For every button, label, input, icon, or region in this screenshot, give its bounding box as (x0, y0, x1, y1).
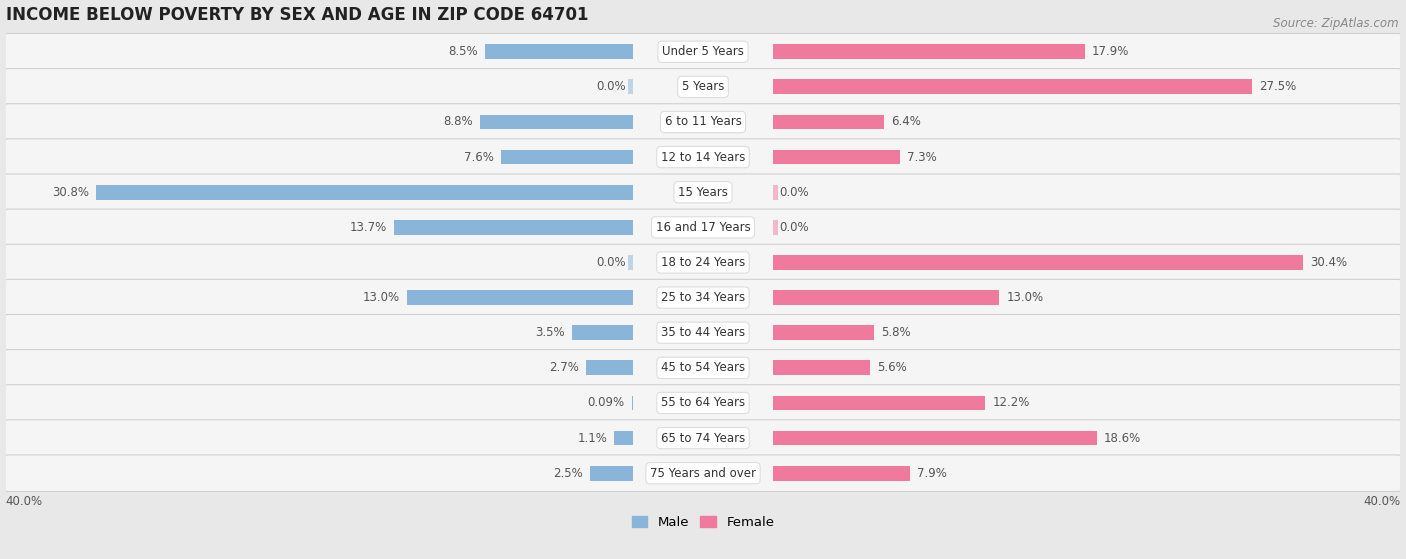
FancyBboxPatch shape (4, 455, 1402, 491)
Legend: Male, Female: Male, Female (626, 510, 780, 534)
Text: 13.0%: 13.0% (363, 291, 399, 304)
Text: 1.1%: 1.1% (578, 432, 607, 444)
Text: 45 to 54 Years: 45 to 54 Years (661, 361, 745, 375)
Text: 65 to 74 Years: 65 to 74 Years (661, 432, 745, 444)
Text: Source: ZipAtlas.com: Source: ZipAtlas.com (1274, 17, 1399, 30)
Bar (631, 396, 633, 410)
Text: 30.8%: 30.8% (52, 186, 89, 199)
Bar (773, 185, 778, 200)
Text: 6 to 11 Years: 6 to 11 Years (665, 116, 741, 129)
Text: 12.2%: 12.2% (993, 396, 1029, 410)
Bar (406, 290, 633, 305)
Text: 30.4%: 30.4% (1310, 256, 1347, 269)
Text: 55 to 64 Years: 55 to 64 Years (661, 396, 745, 410)
Text: Under 5 Years: Under 5 Years (662, 45, 744, 58)
Bar (773, 115, 884, 129)
Text: 0.09%: 0.09% (588, 396, 624, 410)
Text: 5.6%: 5.6% (877, 361, 907, 375)
Text: 35 to 44 Years: 35 to 44 Years (661, 326, 745, 339)
Bar (773, 325, 875, 340)
FancyBboxPatch shape (4, 420, 1402, 456)
Bar (485, 44, 633, 59)
FancyBboxPatch shape (4, 244, 1402, 281)
Text: 5.8%: 5.8% (880, 326, 911, 339)
Bar (773, 255, 1303, 270)
FancyBboxPatch shape (4, 385, 1402, 421)
Bar (773, 79, 1253, 94)
FancyBboxPatch shape (4, 69, 1402, 105)
FancyBboxPatch shape (4, 349, 1402, 386)
Text: 0.0%: 0.0% (780, 221, 810, 234)
Text: 25 to 34 Years: 25 to 34 Years (661, 291, 745, 304)
Text: 17.9%: 17.9% (1092, 45, 1129, 58)
Bar (572, 325, 633, 340)
Bar (773, 290, 1000, 305)
Text: 0.0%: 0.0% (596, 256, 626, 269)
Bar (614, 431, 633, 446)
Text: 7.9%: 7.9% (918, 467, 948, 480)
Bar (589, 466, 633, 481)
Text: 18.6%: 18.6% (1104, 432, 1142, 444)
Text: 0.0%: 0.0% (780, 186, 810, 199)
Text: 40.0%: 40.0% (6, 495, 42, 508)
Text: 15 Years: 15 Years (678, 186, 728, 199)
FancyBboxPatch shape (4, 34, 1402, 70)
Bar (394, 220, 633, 235)
Text: 13.7%: 13.7% (350, 221, 388, 234)
Bar (479, 115, 633, 129)
Text: 5 Years: 5 Years (682, 80, 724, 93)
Text: 13.0%: 13.0% (1007, 291, 1043, 304)
FancyBboxPatch shape (4, 280, 1402, 316)
Text: 7.6%: 7.6% (464, 150, 494, 164)
Text: 27.5%: 27.5% (1260, 80, 1296, 93)
Bar (96, 185, 633, 200)
Bar (773, 220, 778, 235)
Text: 7.3%: 7.3% (907, 150, 936, 164)
Text: 3.5%: 3.5% (536, 326, 565, 339)
Bar (773, 396, 986, 410)
Bar (628, 255, 633, 270)
Bar (586, 361, 633, 375)
Text: INCOME BELOW POVERTY BY SEX AND AGE IN ZIP CODE 64701: INCOME BELOW POVERTY BY SEX AND AGE IN Z… (6, 6, 588, 23)
Text: 8.5%: 8.5% (449, 45, 478, 58)
Text: 2.7%: 2.7% (550, 361, 579, 375)
FancyBboxPatch shape (4, 139, 1402, 176)
Text: 75 Years and over: 75 Years and over (650, 467, 756, 480)
Text: 18 to 24 Years: 18 to 24 Years (661, 256, 745, 269)
Bar (773, 361, 870, 375)
Text: 2.5%: 2.5% (553, 467, 582, 480)
Text: 12 to 14 Years: 12 to 14 Years (661, 150, 745, 164)
FancyBboxPatch shape (4, 209, 1402, 245)
Text: 6.4%: 6.4% (891, 116, 921, 129)
FancyBboxPatch shape (4, 174, 1402, 211)
Text: 8.8%: 8.8% (443, 116, 472, 129)
Bar (773, 150, 900, 164)
Text: 40.0%: 40.0% (1364, 495, 1400, 508)
FancyBboxPatch shape (4, 104, 1402, 140)
Text: 16 and 17 Years: 16 and 17 Years (655, 221, 751, 234)
Bar (773, 44, 1085, 59)
Bar (628, 79, 633, 94)
Bar (773, 466, 911, 481)
Text: 0.0%: 0.0% (596, 80, 626, 93)
Bar (773, 431, 1097, 446)
Bar (501, 150, 633, 164)
FancyBboxPatch shape (4, 315, 1402, 351)
